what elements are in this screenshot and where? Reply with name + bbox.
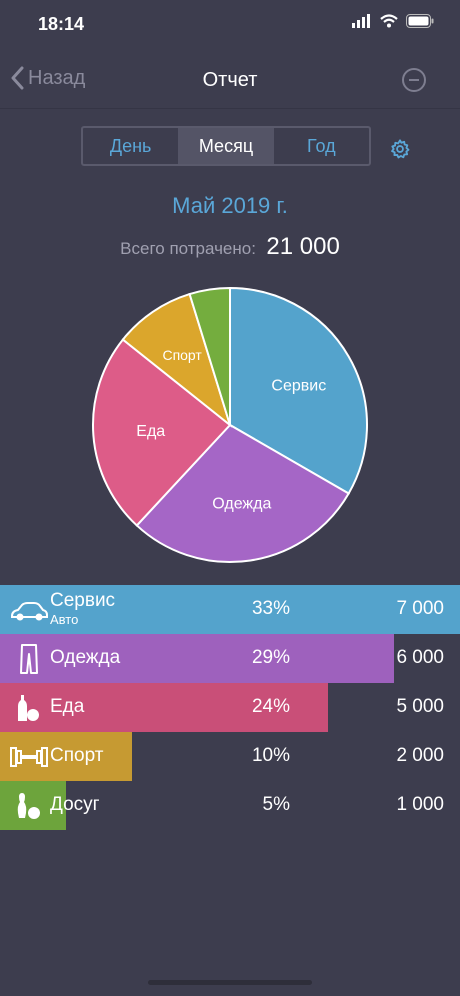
row-subcategory: Авто	[50, 612, 79, 627]
category-row-food[interactable]: Еда 24% 5 000	[0, 683, 460, 732]
status-time: 18:14	[38, 14, 85, 34]
row-name: Еда	[50, 696, 85, 717]
status-bar: 18:14	[0, 0, 460, 50]
bowling-icon	[17, 793, 40, 819]
row-percent: 5%	[262, 794, 290, 815]
category-row-leisure[interactable]: Досуг 5% 1 000	[0, 781, 460, 830]
food-icon	[18, 695, 39, 721]
pie-slice	[135, 423, 351, 563]
row-amount: 1 000	[396, 794, 444, 815]
pie-slice	[92, 338, 232, 527]
row-bar	[0, 781, 66, 830]
pie-slice	[229, 286, 368, 495]
header-divider	[0, 108, 460, 109]
remove-button[interactable]	[402, 68, 426, 92]
back-label: Назад	[28, 66, 86, 89]
row-name: Одежда	[50, 647, 121, 668]
trousers-icon	[20, 644, 38, 674]
row-bar	[0, 634, 395, 683]
row-name: Сервис	[50, 590, 116, 611]
row-amount: 5 000	[396, 696, 444, 717]
row-amount: 7 000	[396, 598, 444, 619]
status-icons	[352, 14, 434, 28]
battery-icon	[406, 14, 434, 28]
tab-year[interactable]: Год	[306, 135, 336, 156]
row-bar	[0, 585, 460, 634]
total-label: Всего потрачено:	[120, 239, 256, 258]
row-percent: 29%	[251, 647, 290, 668]
wifi-icon	[380, 14, 398, 28]
row-bar	[0, 683, 329, 732]
row-amount: 2 000	[396, 745, 444, 766]
row-name: Спорт	[50, 745, 104, 766]
category-row-service[interactable]: Сервис Авто 33% 7 000	[0, 585, 460, 634]
row-name: Досуг	[50, 794, 100, 815]
gear-icon[interactable]	[389, 138, 411, 160]
category-list: Сервис Авто 33% 7 000 Одежда 29% 6 000 Е…	[0, 585, 460, 830]
page-title: Отчет	[202, 69, 258, 91]
row-percent: 10%	[251, 745, 290, 766]
back-button[interactable]: Назад	[10, 66, 85, 90]
pie-slice-label: Спорт	[162, 347, 202, 363]
pie-slice-label: Еда	[136, 423, 165, 440]
dumbbell-icon	[10, 747, 48, 767]
category-row-clothes[interactable]: Одежда 29% 6 000	[0, 634, 460, 683]
nav-bar: Назад Отчет	[0, 52, 460, 108]
car-icon	[11, 602, 48, 621]
tab-day[interactable]: День	[109, 135, 152, 156]
total-value: 21 000	[266, 233, 340, 260]
expense-pie-chart: Сервис Одежда Еда Спорт	[92, 286, 368, 563]
period-title: Май 2019 г.	[172, 193, 288, 218]
period-segmented-control: День Месяц Год	[81, 126, 371, 166]
home-indicator	[148, 980, 312, 985]
pie-slice-label: Одежда	[212, 496, 271, 513]
chevron-left-icon	[11, 66, 24, 90]
row-percent: 24%	[251, 696, 290, 717]
pie-slice-label: Сервис	[271, 377, 326, 394]
pie-slice	[188, 286, 231, 426]
category-row-sport[interactable]: Спорт 10% 2 000	[0, 732, 460, 781]
pie-slice	[121, 292, 232, 428]
total-spent: Всего потрачено: 21 000	[0, 233, 460, 261]
row-amount: 6 000	[396, 647, 444, 668]
tab-month[interactable]: Месяц	[178, 128, 274, 164]
row-percent: 33%	[251, 598, 290, 619]
signal-icon	[352, 14, 370, 28]
